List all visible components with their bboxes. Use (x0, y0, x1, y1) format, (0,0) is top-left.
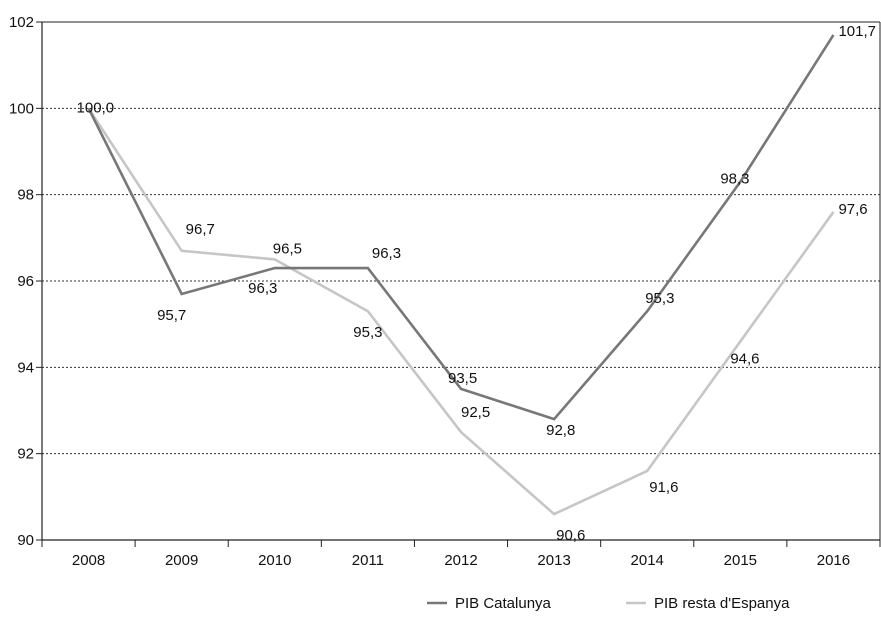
series-line-0 (87, 34, 835, 421)
y-tick-label: 94 (17, 359, 34, 376)
x-tick-labels: 2008 2009 2010 2011 2012 2013 2014 2015 2016 (72, 552, 850, 569)
x-tick-label: 2009 (165, 552, 198, 569)
data-label-s0-2014: 95,3 (645, 290, 674, 307)
x-tick-label: 2012 (444, 552, 477, 569)
data-label-s0-2008: 100,0 (77, 99, 115, 116)
x-tick-label: 2014 (631, 552, 664, 569)
data-labels: 100,0 95,7 96,3 96,3 93,5 92,8 95,3 98,3 101,7 96… (77, 23, 876, 544)
data-label-s0-2012: 93,5 (448, 370, 477, 387)
y-tick-label: 98 (17, 187, 34, 204)
series-line-1 (87, 107, 835, 516)
axes (36, 21, 881, 547)
x-tick-label: 2008 (72, 552, 105, 569)
data-label-s1-2014: 91,6 (649, 479, 678, 496)
y-tick-label: 102 (9, 14, 34, 31)
data-label-s0-2010: 96,3 (248, 280, 277, 297)
legend-label-1: PIB resta d'Espanya (654, 595, 790, 612)
x-tick-label: 2013 (537, 552, 570, 569)
y-tick-label: 96 (17, 273, 34, 290)
data-label-s0-2016: 101,7 (838, 23, 876, 40)
y-tick-label: 92 (17, 446, 34, 463)
x-tick-label: 2015 (724, 552, 757, 569)
x-tick-label: 2016 (817, 552, 850, 569)
data-label-s1-2009: 96,7 (186, 221, 215, 238)
data-label-s0-2013: 92,8 (546, 422, 575, 439)
data-label-s1-2013: 90,6 (556, 527, 585, 544)
data-label-s1-2016: 97,6 (838, 201, 867, 218)
x-tick-label: 2010 (258, 552, 291, 569)
data-label-s0-2011: 96,3 (372, 245, 401, 262)
y-tick-label: 90 (17, 532, 34, 549)
data-label-s1-2010: 96,5 (273, 240, 302, 257)
x-tick-label: 2011 (352, 552, 384, 569)
data-label-s0-2009: 95,7 (157, 307, 186, 324)
data-label-s1-2015: 94,6 (730, 350, 759, 367)
data-label-s0-2015: 98,3 (720, 171, 749, 188)
series-lines (87, 34, 835, 516)
legend-label-0: PIB Catalunya (455, 595, 552, 612)
y-tick-label: 100 (9, 100, 34, 117)
y-tick-labels: 90 92 94 96 98 100 102 (9, 14, 34, 549)
data-label-s1-2011: 95,3 (353, 324, 382, 341)
legend: PIB Catalunya PIB resta d'Espanya (427, 595, 790, 612)
data-label-s1-2012: 92,5 (461, 404, 490, 421)
